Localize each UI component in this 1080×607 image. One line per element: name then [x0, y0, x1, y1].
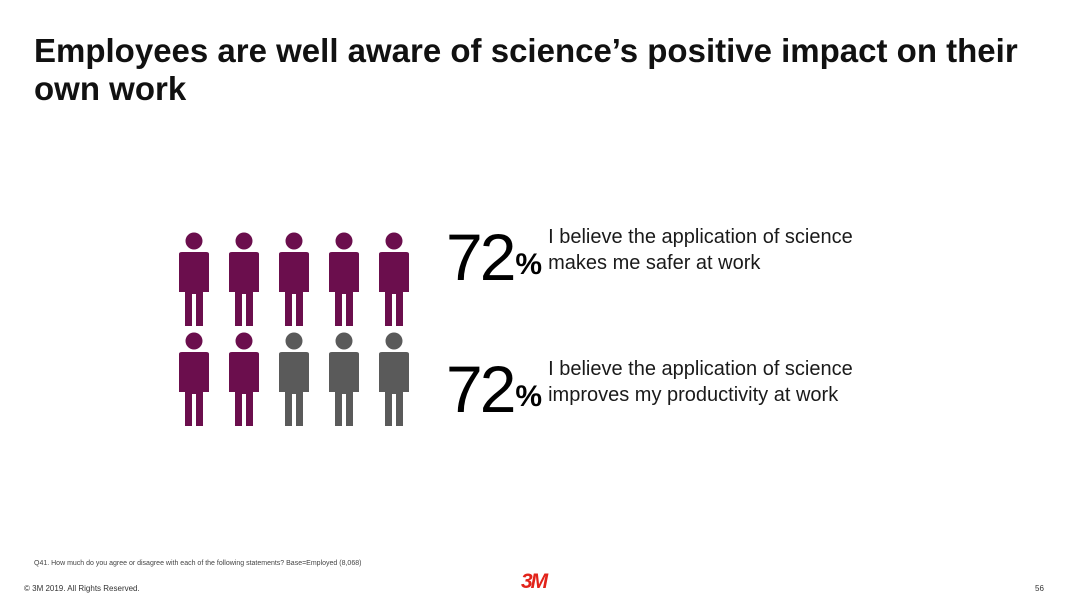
person-icon [179, 232, 209, 326]
survey-footnote: Q41. How much do you agree or disagree w… [34, 560, 362, 567]
slide-title: Employees are well aware of science’s po… [34, 32, 1018, 107]
stat-safer-value: 72 [446, 220, 516, 294]
stat-productivity-value: 72 [446, 352, 516, 426]
person-icon [379, 332, 409, 426]
people-pictogram [176, 232, 416, 432]
stat-productivity: 72 % I believe the application of scienc… [446, 352, 908, 426]
person-icon [279, 332, 309, 426]
person-icon [329, 332, 359, 426]
person-icon [329, 232, 359, 326]
person-icon [179, 332, 209, 426]
stat-safer-text: I believe the application of science mak… [548, 226, 853, 274]
person-icon [379, 232, 409, 326]
stat-productivity-text: I believe the application of science imp… [548, 358, 853, 406]
stat-safer: 72 % I believe the application of scienc… [446, 220, 908, 294]
stat-productivity-percent-sign: % [515, 380, 543, 413]
person-icon [229, 332, 259, 426]
3m-logo: 3M [521, 570, 548, 593]
page-number: 56 [1035, 584, 1044, 593]
stat-safer-percent-sign: % [515, 248, 543, 281]
person-icon [229, 232, 259, 326]
copyright-notice: © 3M 2019. All Rights Reserved. [24, 584, 140, 593]
person-icon [279, 232, 309, 326]
